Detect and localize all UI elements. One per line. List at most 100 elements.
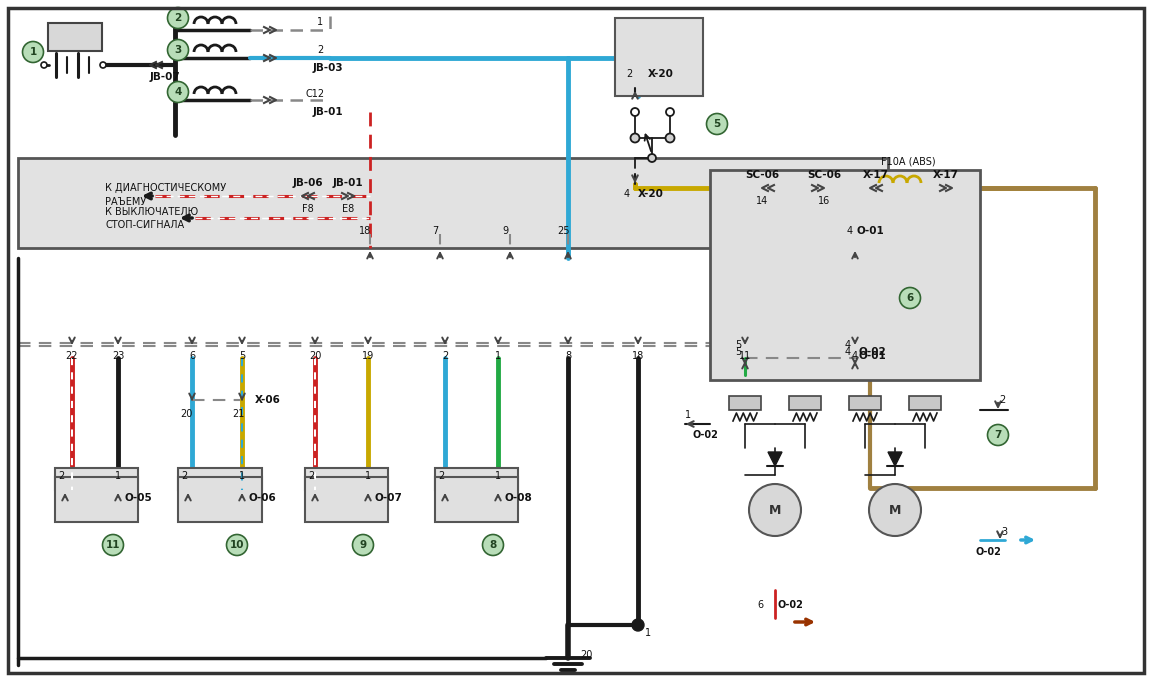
- Bar: [435, 468, 518, 490]
- Text: К ДИАГНОСТИЧЕСКОМУ: К ДИАГНОСТИЧЕСКОМУ: [105, 183, 226, 193]
- Text: 20: 20: [309, 351, 321, 361]
- Text: 1: 1: [115, 471, 121, 481]
- Text: X-20: X-20: [638, 189, 664, 199]
- Text: F8: F8: [302, 204, 313, 214]
- Text: 9: 9: [359, 540, 366, 550]
- Text: 2: 2: [999, 395, 1006, 405]
- Text: СТОП-СИГНАЛА: СТОП-СИГНАЛА: [105, 220, 184, 230]
- Text: O-06: O-06: [248, 493, 275, 503]
- Circle shape: [900, 287, 920, 308]
- Text: 1: 1: [495, 351, 501, 361]
- Text: 11: 11: [738, 351, 751, 361]
- Text: 1: 1: [29, 47, 37, 57]
- Text: 6: 6: [757, 600, 763, 610]
- Text: 7: 7: [432, 226, 438, 236]
- Text: 25: 25: [556, 226, 569, 236]
- Circle shape: [41, 62, 47, 68]
- Text: 2: 2: [317, 45, 323, 55]
- Circle shape: [749, 484, 801, 536]
- Text: O-02: O-02: [692, 430, 718, 440]
- Text: 21: 21: [232, 409, 244, 419]
- Text: 2: 2: [181, 471, 187, 481]
- Text: 7: 7: [994, 430, 1002, 440]
- Circle shape: [631, 108, 639, 116]
- Bar: [849, 396, 881, 410]
- Text: X-17: X-17: [863, 170, 889, 180]
- Circle shape: [167, 82, 189, 103]
- Text: 6: 6: [907, 293, 914, 303]
- Circle shape: [167, 7, 189, 29]
- Text: 2: 2: [442, 351, 448, 361]
- Circle shape: [632, 619, 644, 631]
- Text: 2: 2: [626, 69, 632, 79]
- Text: O-01: O-01: [858, 351, 886, 361]
- Bar: [55, 468, 138, 490]
- Text: 20: 20: [180, 409, 192, 419]
- Text: 22: 22: [66, 351, 78, 361]
- Text: 2: 2: [58, 471, 65, 481]
- Circle shape: [630, 133, 639, 142]
- Text: 6: 6: [189, 351, 195, 361]
- Text: JB-06: JB-06: [293, 178, 324, 188]
- Polygon shape: [888, 452, 902, 466]
- Bar: [789, 396, 821, 410]
- Text: 4: 4: [844, 340, 851, 350]
- Bar: [179, 477, 262, 522]
- Bar: [909, 396, 941, 410]
- Text: 4: 4: [844, 347, 851, 357]
- Circle shape: [23, 42, 44, 63]
- Bar: [48, 23, 103, 51]
- Text: O-02: O-02: [778, 600, 803, 610]
- Text: O-01: O-01: [856, 226, 884, 236]
- Text: 23: 23: [112, 351, 124, 361]
- Text: 3: 3: [1001, 527, 1007, 537]
- Text: E8: E8: [342, 204, 354, 214]
- Text: 4: 4: [847, 226, 854, 236]
- Bar: [305, 477, 388, 522]
- Circle shape: [987, 424, 1008, 445]
- Text: X-06: X-06: [255, 395, 281, 405]
- Circle shape: [353, 535, 373, 556]
- Text: 1: 1: [317, 17, 323, 27]
- Text: O-02: O-02: [858, 347, 886, 357]
- Circle shape: [100, 62, 106, 68]
- Text: 16: 16: [818, 196, 831, 206]
- Circle shape: [666, 108, 674, 116]
- Text: 4: 4: [624, 189, 630, 199]
- Text: 14: 14: [756, 196, 768, 206]
- Text: 2: 2: [438, 471, 445, 481]
- Text: JB-01: JB-01: [333, 178, 363, 188]
- Bar: [179, 468, 262, 490]
- Text: 18: 18: [632, 351, 644, 361]
- Text: 1: 1: [645, 628, 651, 638]
- Bar: [435, 477, 518, 522]
- Text: JB-01: JB-01: [312, 107, 343, 117]
- Text: M: M: [889, 503, 901, 516]
- Text: 2: 2: [174, 13, 182, 23]
- Text: РАЪЕМУ: РАЪЕМУ: [105, 197, 146, 207]
- Text: JB-03: JB-03: [312, 63, 343, 73]
- Text: SC-06: SC-06: [806, 170, 841, 180]
- Text: JB-07: JB-07: [150, 72, 181, 82]
- Text: 11: 11: [106, 540, 120, 550]
- Bar: [710, 170, 980, 380]
- Text: C12: C12: [305, 89, 325, 99]
- Text: 18: 18: [359, 226, 371, 236]
- Circle shape: [647, 154, 655, 162]
- Text: 3: 3: [174, 45, 182, 55]
- Circle shape: [227, 535, 248, 556]
- Bar: [305, 468, 388, 490]
- Circle shape: [666, 133, 675, 142]
- Text: 1: 1: [495, 471, 501, 481]
- Circle shape: [103, 535, 123, 556]
- Circle shape: [167, 39, 189, 61]
- Text: 9: 9: [502, 226, 508, 236]
- Circle shape: [869, 484, 920, 536]
- Text: M: M: [768, 503, 781, 516]
- Bar: [729, 396, 761, 410]
- Text: 4: 4: [174, 87, 182, 97]
- Text: 1: 1: [238, 471, 245, 481]
- Text: F10A (ABS): F10A (ABS): [880, 157, 935, 167]
- Text: 5: 5: [735, 347, 741, 357]
- Circle shape: [483, 535, 503, 556]
